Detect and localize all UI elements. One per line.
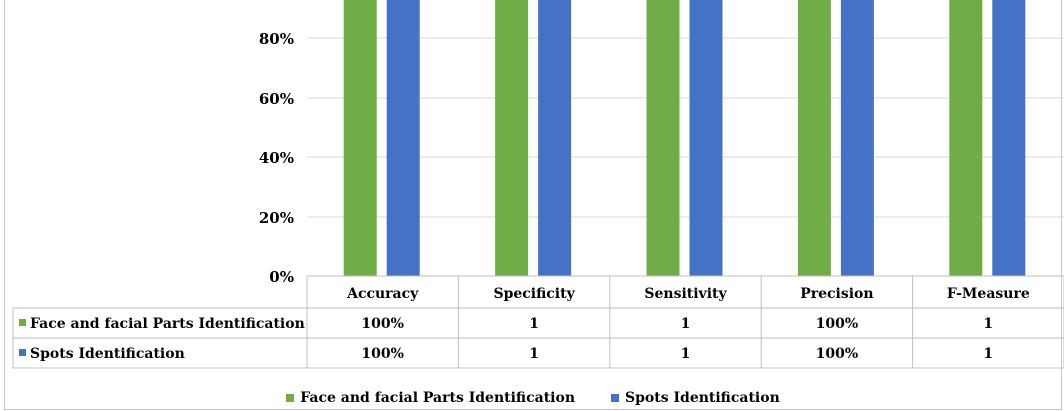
category-label: Accuracy <box>346 286 419 302</box>
table-legend-key <box>19 349 26 356</box>
chart-legend: Face and facial Parts Identification Spot… <box>5 388 1061 408</box>
bar-accuracy-series-1 <box>344 0 377 276</box>
category-label: Precision <box>800 286 873 302</box>
bar-sensitivity-series-2 <box>690 0 723 276</box>
legend-swatch <box>286 394 294 402</box>
table-series-name: Spots Identification <box>30 346 185 362</box>
table-cell: 1 <box>681 346 691 362</box>
bar-f-measure-series-1 <box>949 0 982 276</box>
category-label: Specificity <box>493 286 575 302</box>
category-label: Sensitivity <box>644 286 727 302</box>
category-label: F-Measure <box>947 286 1030 302</box>
legend-label: Face and facial Parts Identification <box>300 390 575 406</box>
y-tick-label: 80% <box>259 30 294 48</box>
legend-item: Spots Identification <box>611 390 780 406</box>
bar-sensitivity-series-1 <box>647 0 680 276</box>
legend-item: Face and facial Parts Identification <box>286 390 575 406</box>
table-cell: 100% <box>816 316 859 332</box>
table-cell: 1 <box>529 316 539 332</box>
y-tick-label: 60% <box>259 90 294 108</box>
table-cell: 100% <box>361 316 404 332</box>
bar-specificity-series-1 <box>495 0 528 276</box>
legend-swatch <box>611 394 619 402</box>
table-cell: 100% <box>361 346 404 362</box>
table-cell: 1 <box>983 346 993 362</box>
bar-accuracy-series-2 <box>387 0 420 276</box>
y-tick-label: 0% <box>269 268 294 286</box>
table-cell: 1 <box>529 346 539 362</box>
legend-label: Spots Identification <box>625 390 780 406</box>
table-legend-key <box>19 319 26 326</box>
chart-frame: 0% 20% 40% 60% 80% Accuracy Specificity Sensiti… <box>4 0 1062 410</box>
table-cell: 1 <box>681 316 691 332</box>
bar-f-measure-series-2 <box>992 0 1025 276</box>
bar-precision-series-1 <box>798 0 831 276</box>
y-tick-label: 20% <box>259 209 294 227</box>
bar-precision-series-2 <box>841 0 874 276</box>
table-cell: 1 <box>983 316 993 332</box>
table-series-name: Face and facial Parts Identification <box>30 316 305 332</box>
table-cell: 100% <box>816 346 859 362</box>
y-tick-label: 40% <box>259 149 294 167</box>
bar-specificity-series-2 <box>538 0 571 276</box>
chart-plot: 0% 20% 40% 60% 80% Accuracy Specificity Sensiti… <box>5 0 1064 388</box>
